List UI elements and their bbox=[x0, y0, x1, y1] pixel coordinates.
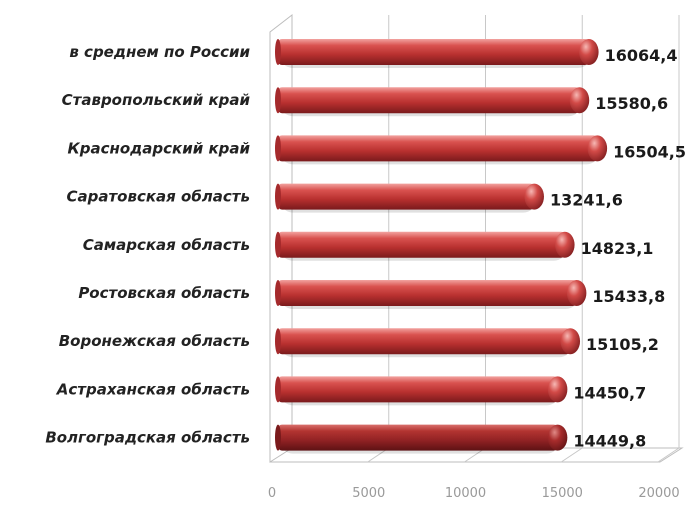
x-tick-label: 10000 bbox=[445, 486, 486, 501]
bar-base bbox=[275, 183, 281, 210]
x-gridline bbox=[657, 447, 680, 463]
bar bbox=[275, 280, 587, 309]
category-label: в среднем по России bbox=[69, 43, 250, 61]
bar-cap bbox=[524, 183, 544, 210]
bar bbox=[275, 328, 581, 358]
bars bbox=[275, 39, 608, 454]
value-label: 14823,1 bbox=[581, 239, 654, 258]
category-label: Саратовская область bbox=[67, 188, 251, 206]
value-label: 13241,6 bbox=[550, 191, 623, 210]
value-label: 15580,6 bbox=[595, 94, 668, 113]
bar bbox=[275, 135, 608, 165]
bar bbox=[275, 231, 575, 261]
bar-body bbox=[278, 376, 558, 403]
bar-body bbox=[278, 280, 577, 306]
bar-body bbox=[278, 424, 558, 451]
bar-body bbox=[278, 87, 580, 114]
bar-cap bbox=[566, 280, 587, 306]
bar-base bbox=[275, 39, 281, 65]
bar bbox=[275, 376, 568, 406]
gridlines bbox=[367, 15, 680, 463]
bar bbox=[275, 424, 568, 454]
bar-base bbox=[275, 231, 281, 258]
bar-base bbox=[275, 87, 281, 114]
x-tick-label: 5000 bbox=[352, 486, 385, 501]
back-wall-left-edge bbox=[269, 13, 293, 463]
x-gridline bbox=[560, 447, 583, 463]
category-labels: в среднем по России Ставропольский край Кр… bbox=[45, 43, 250, 447]
bar-body bbox=[278, 135, 598, 162]
value-labels: 16064,4 15580,6 16504,5 13241,6 14823,1 15433… bbox=[550, 46, 686, 451]
value-label: 16064,4 bbox=[605, 46, 678, 65]
bar-cap bbox=[547, 376, 568, 403]
value-label: 14450,7 bbox=[573, 383, 646, 402]
bar-base bbox=[275, 376, 281, 403]
bar-cap bbox=[569, 87, 590, 114]
value-label: 14449,8 bbox=[573, 432, 646, 451]
bar-cap bbox=[560, 328, 581, 355]
bar bbox=[275, 39, 599, 68]
bar-body bbox=[278, 183, 535, 210]
category-label: Ростовская область bbox=[78, 284, 250, 302]
bar-base bbox=[275, 424, 281, 451]
value-label: 16504,5 bbox=[613, 142, 686, 161]
x-tick-labels: 0 5000 10000 15000 20000 bbox=[268, 486, 680, 501]
bar bbox=[275, 87, 590, 117]
category-label: Астраханская область bbox=[56, 380, 250, 398]
bar-base bbox=[275, 328, 281, 355]
bar-cap bbox=[579, 39, 599, 65]
bar-cap bbox=[547, 424, 568, 451]
value-label: 15433,8 bbox=[592, 287, 665, 306]
bar-base bbox=[275, 280, 281, 306]
x-tick-label: 0 bbox=[268, 486, 276, 501]
category-label: Самарская область bbox=[83, 236, 250, 254]
value-label: 15105,2 bbox=[586, 335, 659, 354]
x-tick-label: 20000 bbox=[638, 486, 679, 501]
category-label: Воронежская область bbox=[59, 332, 250, 350]
bar-body bbox=[278, 328, 571, 355]
category-label: Волгоградская область bbox=[45, 429, 250, 447]
bar-base bbox=[275, 135, 281, 162]
bar-cap bbox=[555, 231, 575, 258]
bar bbox=[275, 183, 544, 213]
bar-body bbox=[278, 231, 565, 258]
x-tick-label: 15000 bbox=[542, 486, 583, 501]
category-label: Ставропольский край bbox=[62, 91, 251, 109]
bar-cap bbox=[587, 135, 608, 162]
bar-body bbox=[278, 39, 589, 65]
category-label: Краснодарский край bbox=[67, 139, 250, 157]
